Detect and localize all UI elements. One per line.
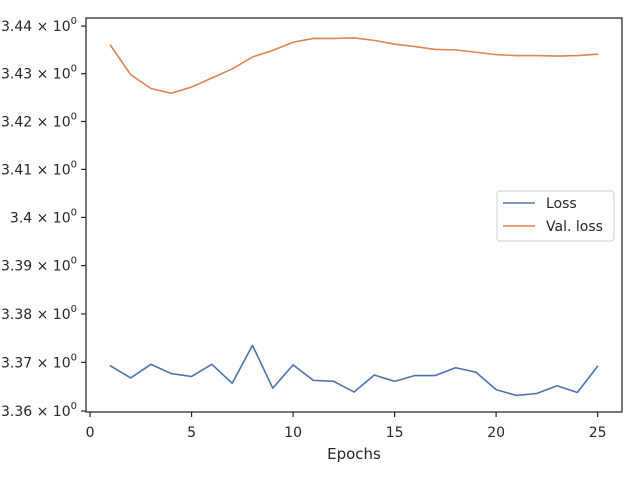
y-tick-label: 3.38 × 100 — [1, 304, 77, 323]
y-axis: 3.36 × 100 3.37 × 100 3.38 × 100 3.39 × 100… — [1, 16, 86, 420]
legend-label-val-loss: Val. loss — [546, 219, 603, 235]
y-tick-label: 3.41 × 100 — [1, 159, 77, 178]
x-axis: 0 5 10 15 20 25 — [86, 412, 607, 441]
x-tick-label: 25 — [589, 425, 607, 441]
series-layer — [109, 37, 599, 397]
y-tick-label: 3.36 × 100 — [1, 401, 77, 420]
y-tick-label: 3.43 × 100 — [1, 64, 77, 83]
y-tick-label: 3.44 × 100 — [1, 16, 77, 35]
x-tick-label: 15 — [386, 425, 404, 441]
legend: Loss Val. loss — [496, 190, 615, 242]
x-axis-label: Epochs — [327, 445, 381, 463]
y-tick-label: 3.39 × 100 — [1, 256, 77, 275]
x-tick-label: 10 — [284, 425, 302, 441]
series-line-loss — [109, 344, 599, 397]
y-tick-label: 3.4 × 100 — [10, 207, 77, 226]
y-tick-label: 3.42 × 100 — [1, 111, 77, 130]
x-tick-label: 20 — [487, 425, 505, 441]
plot-frame — [85, 17, 623, 413]
legend-label-loss: Loss — [546, 196, 577, 212]
x-tick-label: 5 — [187, 425, 196, 441]
y-tick-label: 3.37 × 100 — [1, 352, 77, 371]
series-line-val-loss — [109, 37, 599, 95]
x-tick-label: 0 — [86, 425, 95, 441]
